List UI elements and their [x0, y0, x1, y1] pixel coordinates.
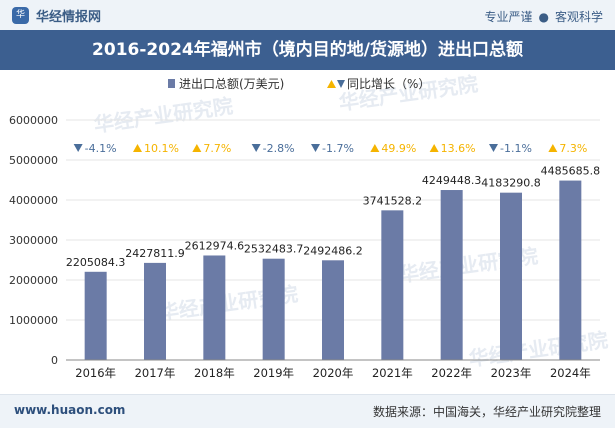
x-tick-label: 2019年 [253, 366, 294, 380]
legend-growth-label: 同比增长（%） [347, 77, 430, 91]
chart-title: 2016-2024年福州市（境内目的地/货源地）进出口总额 [92, 40, 523, 60]
growth-label: -1.7% [322, 142, 354, 155]
growth-up-triangle-icon [192, 144, 202, 152]
tagline: 专业严谨 ● 客观科学 [484, 8, 603, 25]
growth-up-triangle-icon [133, 144, 142, 152]
y-tick-label: 2000000 [9, 274, 58, 287]
footer-source: 数据来源：中国海关，华经产业研究院整理 [372, 405, 601, 419]
legend-bar-label: 进出口总额(万美元) [179, 77, 284, 91]
x-tick-label: 2017年 [135, 366, 176, 380]
y-tick-label: 1000000 [9, 314, 58, 327]
y-tick-label: 6000000 [9, 114, 58, 127]
title-bar: 2016-2024年福州市（境内目的地/货源地）进出口总额 [0, 30, 615, 70]
bar-value-label: 2427811.9 [125, 247, 185, 260]
bar-value-label: 2612974.6 [185, 239, 245, 252]
growth-label: -2.8% [263, 142, 295, 155]
bar-value-label: 2205084.3 [66, 256, 126, 269]
bar-value-label: 4485685.8 [541, 165, 601, 178]
bar-value-label: 3741528.2 [363, 194, 423, 207]
bar[interactable] [84, 271, 107, 360]
bar[interactable] [500, 192, 522, 360]
growth-label: 49.9% [381, 142, 416, 155]
x-tick-label: 2016年 [75, 366, 116, 380]
growth-label: 7.7% [203, 142, 231, 155]
x-tick-label: 2023年 [491, 366, 532, 380]
growth-labels: -4.1% 10.1% 7.7% -2.8% -1.7% 49.9% 13.6% -1.1% 7… [73, 142, 587, 155]
legend-up-triangle-icon [327, 80, 336, 88]
growth-down-triangle-icon [311, 144, 320, 152]
brand-name: 华经情报网 [36, 9, 102, 25]
bar[interactable] [262, 258, 285, 360]
growth-up-triangle-icon [548, 144, 558, 152]
y-tick-label: 4000000 [9, 194, 58, 207]
bar[interactable] [381, 210, 404, 360]
x-axis: 2016年 2017年 2018年 2019年 2020年 2021年 2022年 2023年… [66, 359, 600, 380]
x-tick-label: 2024年 [550, 366, 591, 380]
x-tick-label: 2018年 [194, 366, 235, 380]
bars [84, 180, 582, 360]
brand[interactable]: 华 华经情报网 [12, 6, 102, 25]
footer: www.huaon.com 数据来源：中国海关，华经产业研究院整理 [0, 394, 615, 428]
y-axis: 0 1000000 2000000 3000000 4000000 5000000 6000… [9, 114, 58, 367]
top-bar: 华 华经情报网 专业严谨 ● 客观科学 [0, 0, 615, 30]
growth-label: -4.1% [85, 142, 117, 155]
legend-bar-swatch [168, 79, 175, 88]
growth-down-triangle-icon [73, 144, 83, 152]
bar[interactable] [559, 180, 582, 360]
y-tick-label: 5000000 [9, 154, 58, 167]
y-tick-label: 3000000 [9, 234, 58, 247]
bar[interactable] [440, 190, 463, 360]
legend-down-triangle-icon [337, 80, 345, 88]
bar[interactable] [322, 260, 344, 360]
bar-value-label: 4249448.3 [422, 174, 482, 187]
x-tick-label: 2021年 [372, 366, 413, 380]
bar-value-label: 2532483.7 [244, 243, 304, 256]
bar[interactable] [144, 262, 166, 360]
growth-up-triangle-icon [429, 144, 439, 152]
brand-logo-icon: 华 [12, 6, 29, 24]
bar-value-label: 4183290.8 [481, 177, 541, 190]
growth-up-triangle-icon [370, 144, 380, 152]
growth-down-triangle-icon [251, 144, 261, 152]
growth-down-triangle-icon [489, 144, 498, 152]
x-tick-label: 2022年 [431, 366, 472, 380]
growth-label: 7.3% [559, 142, 587, 155]
growth-label: -1.1% [500, 142, 532, 155]
x-tick-label: 2020年 [313, 366, 354, 380]
bar[interactable] [203, 255, 226, 360]
bar-value-label: 2492486.2 [303, 244, 363, 257]
growth-label: 10.1% [144, 142, 179, 155]
tagline-right: 客观科学 [554, 10, 603, 24]
legend: 进出口总额(万美元) 同比增长（%） [168, 77, 430, 91]
tagline-separator: ● [538, 10, 549, 24]
tagline-left: 专业严谨 [484, 10, 533, 24]
y-tick-label: 0 [51, 354, 58, 367]
footer-url-link[interactable]: www.huaon.com [14, 403, 126, 417]
growth-label: 13.6% [441, 142, 476, 155]
